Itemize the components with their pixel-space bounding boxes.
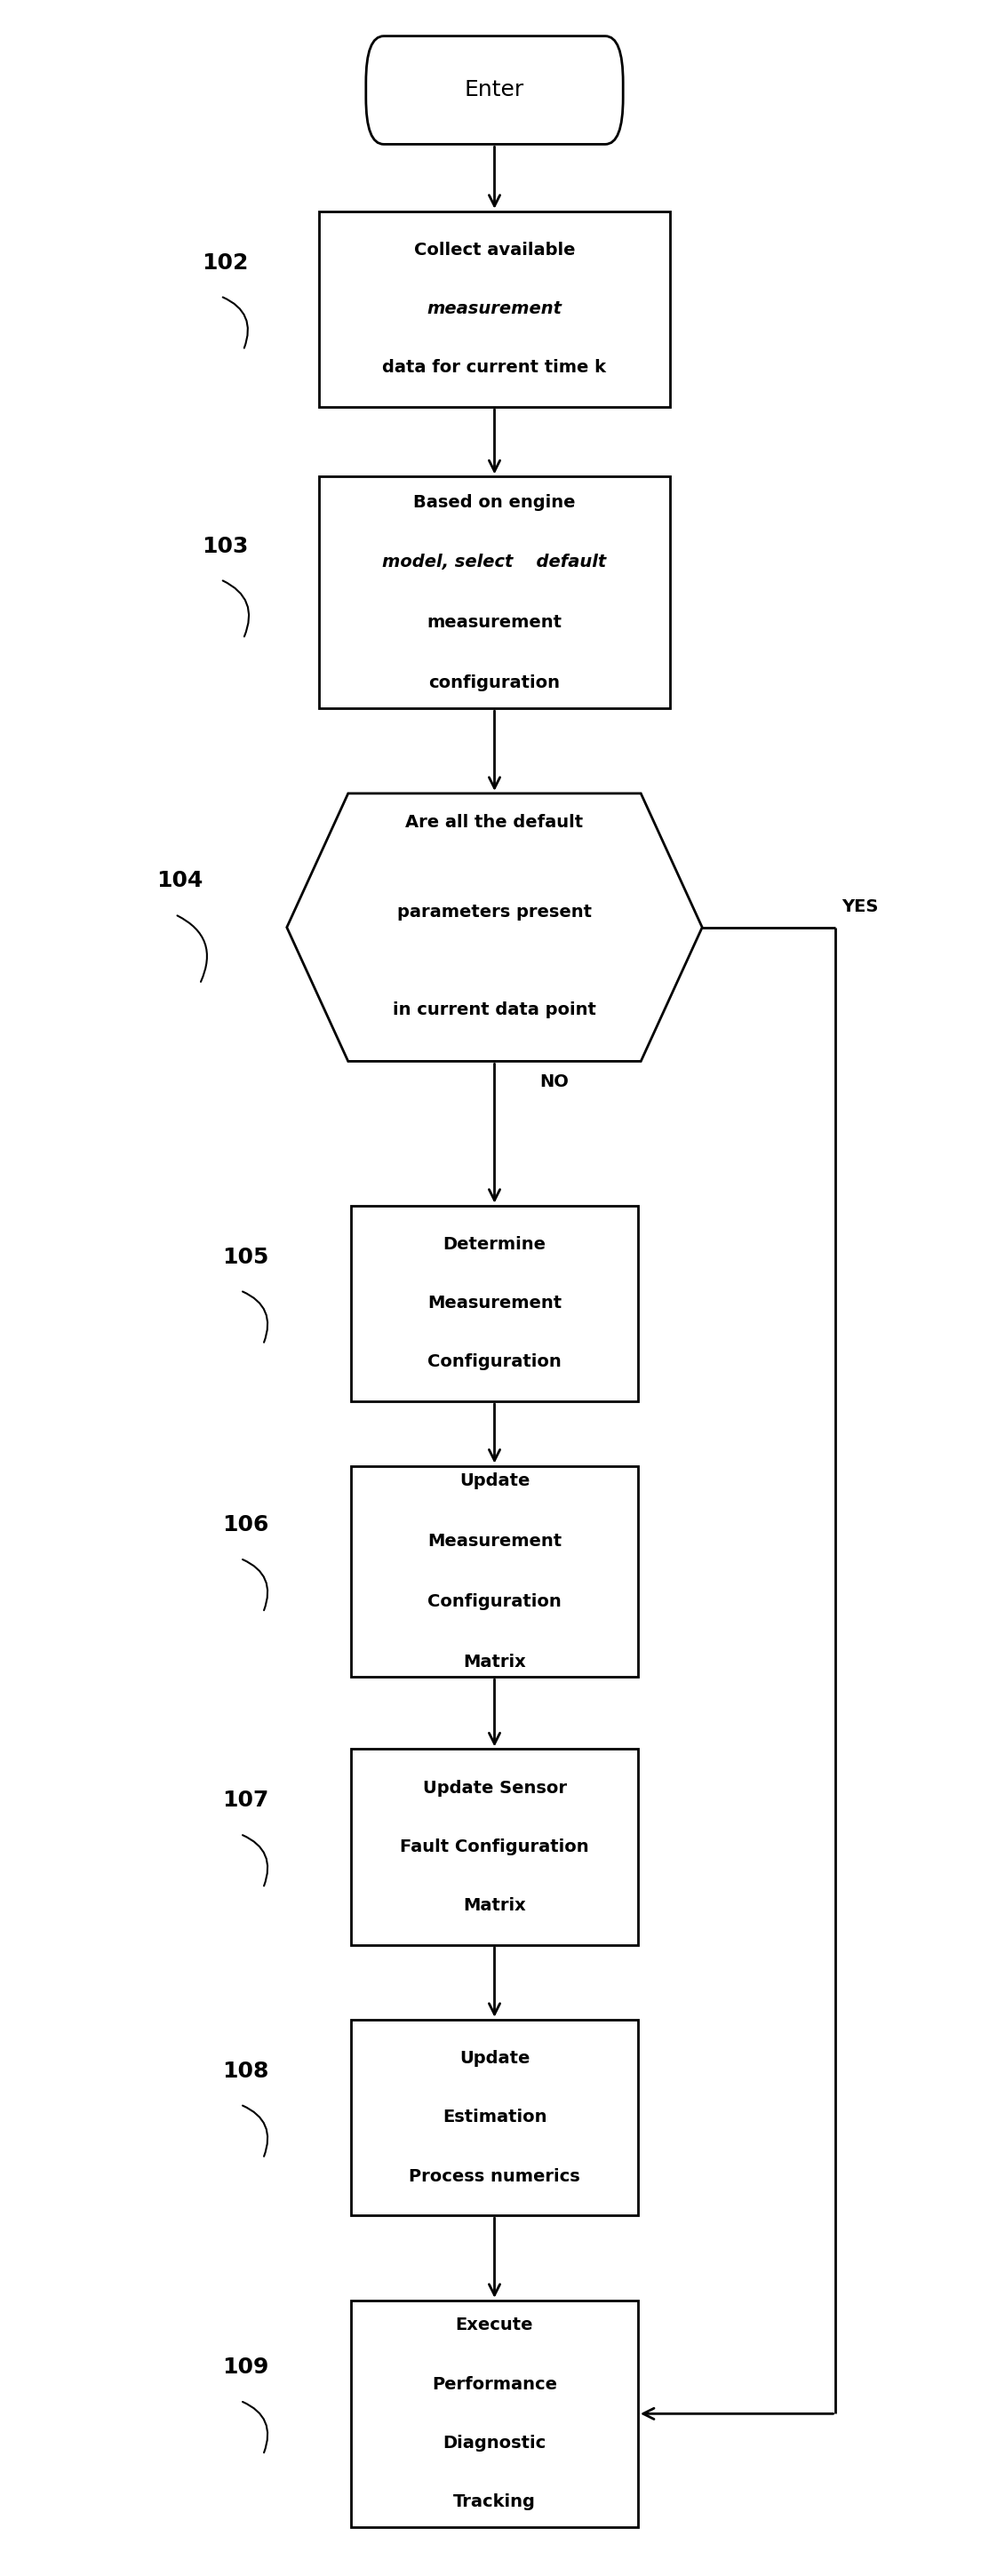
Text: data for current time k: data for current time k [383, 361, 606, 376]
Text: Fault Configuration: Fault Configuration [400, 1839, 589, 1855]
Text: Process numerics: Process numerics [408, 2169, 581, 2184]
Text: Diagnostic: Diagnostic [443, 2434, 546, 2452]
Text: measurement: measurement [427, 301, 562, 317]
Bar [351, 2020, 638, 2215]
Bar [318, 477, 671, 708]
FancyBboxPatch shape [366, 36, 623, 144]
Text: Configuration: Configuration [427, 1355, 562, 1370]
Text: Based on engine: Based on engine [413, 495, 576, 510]
Text: Collect available: Collect available [413, 242, 576, 258]
Text: Update: Update [459, 2050, 530, 2066]
Polygon shape [287, 793, 702, 1061]
Text: 108: 108 [222, 2061, 269, 2081]
Text: in current data point: in current data point [393, 1002, 596, 1018]
Text: Determine: Determine [443, 1236, 546, 1252]
Text: Matrix: Matrix [463, 1654, 526, 1669]
Text: 102: 102 [202, 252, 249, 273]
Text: Tracking: Tracking [453, 2494, 536, 2512]
Text: Update Sensor: Update Sensor [422, 1780, 567, 1795]
Text: Performance: Performance [432, 2375, 557, 2393]
Text: Matrix: Matrix [463, 1899, 526, 1914]
Text: 105: 105 [222, 1247, 269, 1267]
Text: YES: YES [842, 899, 879, 914]
Text: 106: 106 [222, 1515, 269, 1535]
Text: NO: NO [539, 1074, 569, 1090]
Text: Measurement: Measurement [427, 1296, 562, 1311]
Bar [318, 211, 671, 407]
Text: Measurement: Measurement [427, 1533, 562, 1551]
Text: Estimation: Estimation [442, 2110, 547, 2125]
Text: model, select      default: model, select default [383, 554, 606, 572]
Bar [351, 2300, 638, 2527]
Text: 103: 103 [202, 536, 249, 556]
Text: 109: 109 [222, 2357, 269, 2378]
Text: measurement: measurement [427, 613, 562, 631]
Bar [351, 1749, 638, 1945]
Text: Are all the default: Are all the default [405, 814, 584, 832]
Text: parameters present: parameters present [398, 904, 591, 920]
Bar [351, 1206, 638, 1401]
Text: configuration: configuration [429, 675, 560, 690]
Text: 104: 104 [156, 871, 204, 891]
Text: 107: 107 [222, 1790, 269, 1811]
Text: Execute: Execute [456, 2316, 533, 2334]
Text: Configuration: Configuration [427, 1592, 562, 1610]
Bar [351, 1466, 638, 1677]
Text: Enter: Enter [465, 80, 524, 100]
Text: Update: Update [459, 1473, 530, 1489]
